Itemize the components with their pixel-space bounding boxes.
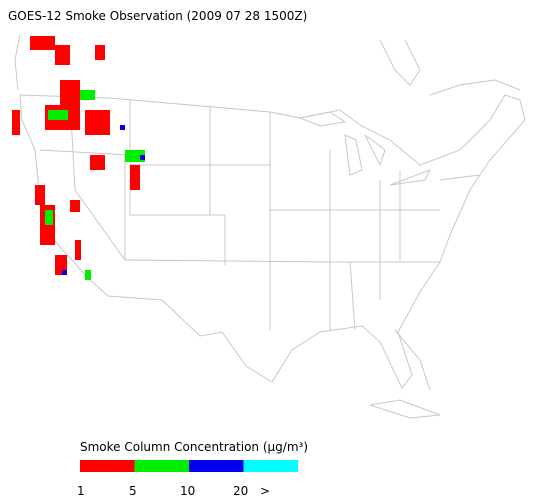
legend-swatch bbox=[134, 460, 189, 472]
map-title: GOES-12 Smoke Observation (2009 07 28 15… bbox=[8, 9, 307, 23]
smoke-pixels bbox=[12, 36, 145, 280]
legend-swatch bbox=[80, 460, 135, 472]
smoke bbox=[55, 45, 70, 65]
smoke bbox=[62, 270, 67, 275]
smoke bbox=[45, 210, 53, 225]
smoke bbox=[85, 110, 110, 135]
smoke bbox=[75, 240, 81, 260]
smoke bbox=[48, 110, 68, 120]
smoke bbox=[70, 200, 80, 212]
legend-swatch bbox=[243, 460, 298, 472]
legend-label: > bbox=[260, 484, 270, 498]
legend-label: 5 bbox=[129, 484, 137, 498]
state-lines bbox=[39, 96, 481, 331]
smoke bbox=[85, 270, 91, 280]
smoke bbox=[130, 165, 140, 190]
canada-coast bbox=[14, 34, 521, 96]
smoke bbox=[80, 90, 95, 100]
great-lakes bbox=[298, 111, 432, 186]
legend-title: Smoke Column Concentration (μg/m³) bbox=[80, 440, 308, 454]
florida bbox=[394, 329, 431, 391]
smoke bbox=[35, 185, 45, 205]
smoke bbox=[90, 155, 105, 170]
legend-label: 10 bbox=[180, 484, 195, 498]
legend-swatch bbox=[189, 460, 244, 472]
legend-label: 1 bbox=[77, 484, 85, 498]
base-map bbox=[14, 34, 526, 419]
smoke bbox=[30, 36, 55, 50]
smoke bbox=[12, 110, 20, 135]
legend-label: 20 bbox=[233, 484, 248, 498]
us-outline bbox=[19, 94, 526, 389]
smoke bbox=[95, 45, 105, 60]
smoke bbox=[60, 80, 80, 110]
smoke bbox=[140, 155, 145, 160]
smoke bbox=[120, 125, 125, 130]
legend-labels: 1 5 10 20 > bbox=[77, 484, 270, 498]
legend-bar bbox=[80, 460, 298, 472]
cuba bbox=[369, 399, 441, 419]
